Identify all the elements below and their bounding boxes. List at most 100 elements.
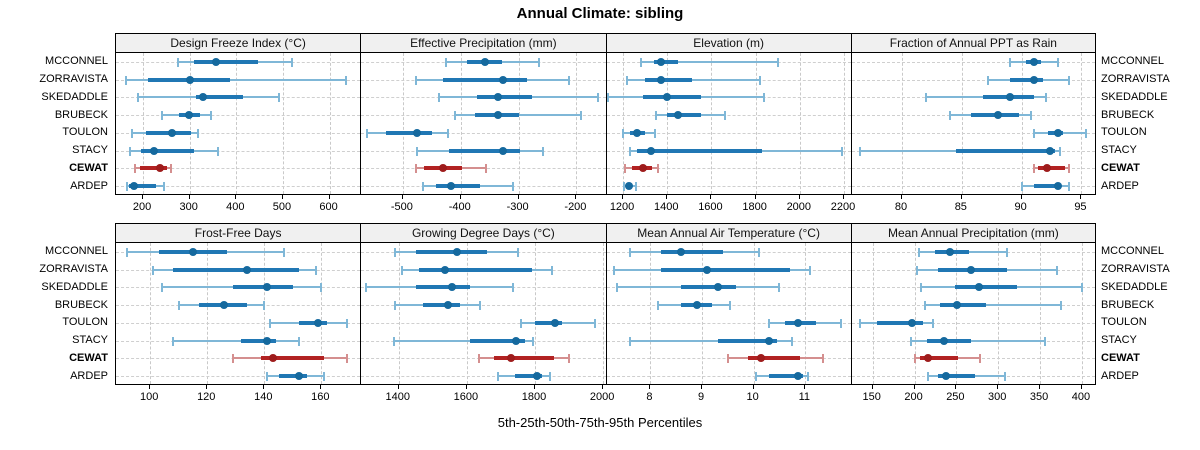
axis-tick <box>955 385 957 389</box>
median-dot <box>632 128 641 137</box>
whisker-cap-high <box>511 182 514 192</box>
whisker-cap-low <box>394 247 397 257</box>
axis-tick <box>701 385 703 389</box>
gridline-vertical <box>402 53 404 194</box>
median-dot <box>923 354 932 363</box>
iqr-bar <box>298 320 328 325</box>
axis-tick-label: 10 <box>746 391 759 403</box>
median-dot <box>703 265 712 274</box>
gridline-vertical <box>711 53 713 194</box>
axis-tick <box>622 195 624 199</box>
panel-title: Frost-Free Days <box>194 226 282 240</box>
whisker-cap-low <box>916 265 919 275</box>
whisker-cap-low <box>445 57 448 67</box>
whisker-cap-low <box>177 57 179 67</box>
median-dot <box>757 354 766 363</box>
gridline-vertical <box>466 243 468 384</box>
whisker-cap-high <box>597 93 600 103</box>
figure-title: Annual Climate: sibling <box>516 5 684 22</box>
whisker-cap-high <box>516 247 519 257</box>
median-dot <box>294 372 303 381</box>
percentile-whisker <box>911 339 1046 342</box>
whisker-cap-high <box>447 128 449 138</box>
station-label-left-stacy: STACY <box>72 334 108 347</box>
axis-tick <box>517 195 519 199</box>
axis-tick <box>533 385 535 389</box>
whisker-cap-high <box>840 318 843 328</box>
axis-tick-label: 200 <box>132 201 152 213</box>
whisker-cap-low <box>768 318 771 328</box>
gridline-vertical <box>901 53 903 194</box>
median-dot <box>494 93 503 102</box>
axis-tick-label: 200 <box>904 391 923 403</box>
percentile-whisker <box>925 304 1061 307</box>
whisker-cap-high <box>549 372 552 382</box>
row-guideline <box>606 322 851 324</box>
gridline-vertical <box>189 53 191 194</box>
row-guideline <box>116 376 361 378</box>
median-dot <box>185 75 194 84</box>
median-dot <box>130 182 139 191</box>
iqr-bar <box>748 356 801 361</box>
whisker-cap-low <box>365 283 368 293</box>
iqr-bar <box>194 59 258 64</box>
iqr-bar <box>660 267 790 272</box>
axis-tick <box>649 385 651 389</box>
whisker-cap-high <box>1056 57 1059 67</box>
iqr-bar <box>654 59 679 64</box>
iqr-bar <box>385 130 432 135</box>
gridline-vertical <box>956 243 958 384</box>
whisker-cap-high <box>567 75 570 85</box>
panel-strip-mean-annual-air-temperature-c: Mean Annual Air Temperature (°C) <box>605 223 851 243</box>
whisker-cap-high <box>537 57 540 67</box>
station-label-right-toulon: TOULON <box>1101 126 1147 139</box>
gridline-vertical <box>1021 53 1023 194</box>
median-dot <box>452 247 461 256</box>
axis-tick-label: 300 <box>179 201 198 213</box>
whisker-cap-high <box>290 57 293 67</box>
median-dot <box>1046 146 1055 155</box>
iqr-bar <box>449 148 520 153</box>
axis-tick-label: 400 <box>1071 391 1091 403</box>
axis-tick <box>281 195 283 199</box>
row-guideline <box>606 115 851 117</box>
median-dot <box>625 182 634 191</box>
panel-title: Growing Degree Days (°C) <box>411 226 555 240</box>
axis-tick-label: 9 <box>697 391 705 403</box>
station-label-left-zorravista: ZORRAVISTA <box>39 263 108 276</box>
median-dot <box>439 164 448 173</box>
whisker-cap-high <box>169 164 172 174</box>
whisker-cap-low <box>607 93 610 103</box>
median-dot <box>220 301 229 310</box>
axis-tick <box>754 195 756 199</box>
station-label-left-ardep: ARDEP <box>70 369 108 382</box>
median-dot <box>493 111 502 120</box>
axis-tick <box>913 385 915 389</box>
median-dot <box>447 283 456 292</box>
axis-tick-label: -500 <box>390 201 413 213</box>
whisker-cap-high <box>1005 247 1008 257</box>
panel-strip-elevation-m: Elevation (m) <box>605 33 851 53</box>
whisker-cap-high <box>1068 182 1071 192</box>
whisker-cap-low <box>392 336 395 346</box>
axis-tick <box>328 195 330 199</box>
whisker-cap-high <box>778 283 781 293</box>
median-dot <box>1029 57 1038 66</box>
whisker-cap-low <box>266 372 269 382</box>
iqr-bar <box>920 356 959 361</box>
axis-tick <box>206 385 208 389</box>
iqr-bar <box>769 374 803 379</box>
panel-plot-frost-free-days <box>115 243 361 385</box>
median-dot <box>765 336 774 345</box>
axis-tick-label: 2000 <box>589 391 615 403</box>
row-guideline <box>606 132 851 134</box>
axis-tick <box>1020 195 1022 199</box>
axis-tick-label: 1400 <box>385 391 410 403</box>
whisker-cap-high <box>532 336 535 346</box>
whisker-cap-high <box>283 247 286 257</box>
iqr-bar <box>514 374 543 379</box>
panel-strip-mean-annual-precipitation-mm: Mean Annual Precipitation (mm) <box>850 223 1096 243</box>
iqr-bar <box>954 285 1017 290</box>
iqr-bar <box>642 95 701 100</box>
whisker-cap-low <box>924 301 927 311</box>
